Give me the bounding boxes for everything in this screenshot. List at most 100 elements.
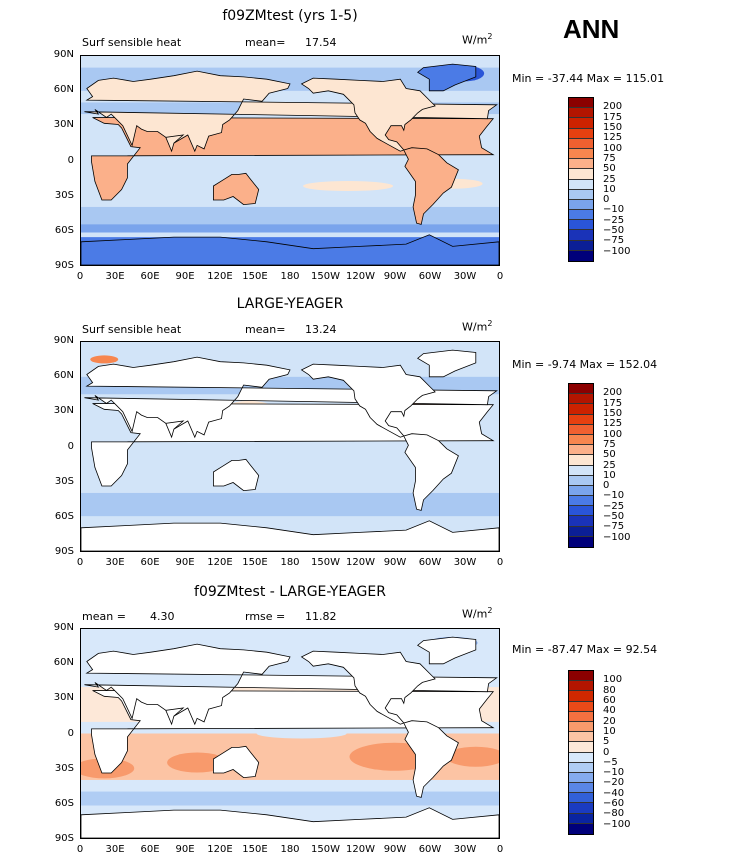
colorbar-level-label: 50 bbox=[603, 163, 616, 175]
field-blob bbox=[445, 746, 499, 767]
continent-eurasia bbox=[84, 643, 498, 726]
colorbar-swatch bbox=[569, 691, 593, 702]
colorbar-swatch bbox=[569, 681, 593, 692]
panel2-xtick: 150W bbox=[311, 557, 340, 568]
field-band bbox=[81, 791, 499, 806]
panel2-mean-value: 13.24 bbox=[305, 323, 337, 336]
colorbar-level-label: 100 bbox=[603, 428, 623, 440]
colorbar-level-label: 10 bbox=[603, 469, 616, 481]
field-blob bbox=[303, 181, 394, 192]
panel2-xtick: 60W bbox=[418, 557, 442, 568]
panel1-xtick: 60E bbox=[140, 271, 160, 282]
colorbar-swatch bbox=[569, 516, 593, 527]
panel2-xtick: 30E bbox=[105, 557, 125, 568]
colorbar-level-label: 150 bbox=[603, 407, 623, 419]
panel2-ytick: 30S bbox=[54, 475, 74, 487]
colorbar-swatch bbox=[569, 240, 593, 251]
colorbar-level-label: 25 bbox=[603, 459, 616, 471]
panel1-xtick: 30W bbox=[453, 271, 477, 282]
continent-india bbox=[165, 134, 185, 153]
colorbar-level-label: 175 bbox=[603, 397, 623, 409]
panel1-units-base: W/m bbox=[462, 33, 488, 47]
continent-southam bbox=[403, 147, 459, 225]
colorbar-swatch bbox=[569, 793, 593, 804]
panel3-units-sup: 2 bbox=[487, 606, 493, 615]
season-label: ANN bbox=[563, 14, 620, 44]
colorbar-level-label: −25 bbox=[603, 500, 625, 512]
colorbar-level-label: 40 bbox=[603, 705, 616, 717]
panel1-xtick: 90W bbox=[383, 271, 407, 282]
colorbar-swatch bbox=[569, 159, 593, 170]
panel1-minmax: Min = -37.44 Max = 115.01 bbox=[512, 72, 665, 85]
panel3-ytick: 60S bbox=[54, 797, 74, 809]
continent-greenland bbox=[417, 349, 477, 378]
panel3-ytick: 0 bbox=[67, 727, 74, 739]
panel1-xtick: 180 bbox=[280, 271, 300, 282]
panel3-xtick: 30W bbox=[453, 844, 477, 855]
panel1-map bbox=[80, 55, 500, 266]
colorbar-swatch bbox=[569, 445, 593, 456]
colorbar-level-label: −100 bbox=[603, 531, 631, 543]
continent-australia bbox=[213, 745, 260, 779]
colorbar-swatch bbox=[569, 711, 593, 722]
colorbar-level-label: −75 bbox=[603, 235, 625, 247]
colorbar-level-label: −25 bbox=[603, 214, 625, 226]
panel2-units: W/m2 bbox=[462, 319, 492, 334]
panel1-ytick: 60S bbox=[54, 224, 74, 236]
colorbar-swatch bbox=[569, 394, 593, 405]
colorbar-swatch bbox=[569, 762, 593, 773]
panel1-xtick: 120E bbox=[207, 271, 233, 282]
colorbar-level-label: 175 bbox=[603, 111, 623, 123]
colorbar-swatch bbox=[569, 671, 593, 682]
colorbar-swatch bbox=[569, 506, 593, 517]
colorbar-swatch bbox=[569, 455, 593, 466]
panel2-ytick: 60S bbox=[54, 510, 74, 522]
panel1-ytick: 0 bbox=[67, 154, 74, 166]
panel1-xtick: 30E bbox=[105, 271, 125, 282]
panel1-ytick: 30S bbox=[54, 189, 74, 201]
field-band bbox=[81, 492, 499, 517]
colorbar-level-label: 0 bbox=[603, 746, 610, 758]
panel3-xtick: 60E bbox=[140, 844, 160, 855]
panel2-mean-label: mean= bbox=[245, 323, 286, 336]
panel2-ytick: 30N bbox=[53, 405, 74, 417]
panel3-xtick: 0 bbox=[496, 844, 504, 855]
panel1-xtick: 0 bbox=[76, 271, 84, 282]
colorbar-swatch bbox=[569, 98, 593, 109]
panel3-ytick: 30N bbox=[53, 692, 74, 704]
colorbar-level-label: −50 bbox=[603, 511, 625, 523]
panel3-map bbox=[80, 628, 500, 839]
panel1-units-sup: 2 bbox=[487, 32, 493, 41]
panel2-xtick: 120W bbox=[346, 557, 375, 568]
panel1-mean-label: mean= bbox=[245, 36, 286, 49]
continent-northam bbox=[300, 363, 436, 438]
colorbar-swatch bbox=[569, 384, 593, 395]
panel1-ytick: 90S bbox=[54, 260, 74, 271]
colorbar-swatch bbox=[569, 414, 593, 425]
colorbar-level-label: 50 bbox=[603, 449, 616, 461]
panel2-xtick: 60E bbox=[140, 557, 160, 568]
colorbar-swatch bbox=[569, 424, 593, 435]
colorbar-swatch bbox=[569, 721, 593, 733]
panel3-rmse-value: 11.82 bbox=[305, 610, 337, 623]
colorbar-swatch bbox=[569, 230, 593, 241]
colorbar-swatch bbox=[569, 434, 593, 446]
panel1-xtick: 120W bbox=[346, 271, 375, 282]
colorbar-level-label: 25 bbox=[603, 173, 616, 185]
panel2-ytick: 90S bbox=[54, 546, 74, 557]
continent-northam bbox=[300, 650, 436, 725]
panel2-map bbox=[80, 341, 500, 552]
panel3-minmax: Min = -87.47 Max = 92.54 bbox=[512, 643, 658, 656]
panel1-mean-value: 17.54 bbox=[305, 36, 337, 49]
panel3-xtick: 60W bbox=[418, 844, 442, 855]
colorbar-level-label: −10 bbox=[603, 204, 625, 216]
colorbar-swatch bbox=[569, 701, 593, 712]
panel1-xtick: 0 bbox=[496, 271, 504, 282]
continent-northam bbox=[300, 77, 436, 152]
panel3-xtick: 0 bbox=[76, 844, 84, 855]
panel1-xtick: 90E bbox=[175, 271, 195, 282]
colorbar-swatch bbox=[569, 475, 593, 486]
panel2-minmax: Min = -9.74 Max = 152.04 bbox=[512, 358, 658, 371]
panel2-xtick: 90W bbox=[383, 557, 407, 568]
panel3-xtick: 150W bbox=[311, 844, 340, 855]
